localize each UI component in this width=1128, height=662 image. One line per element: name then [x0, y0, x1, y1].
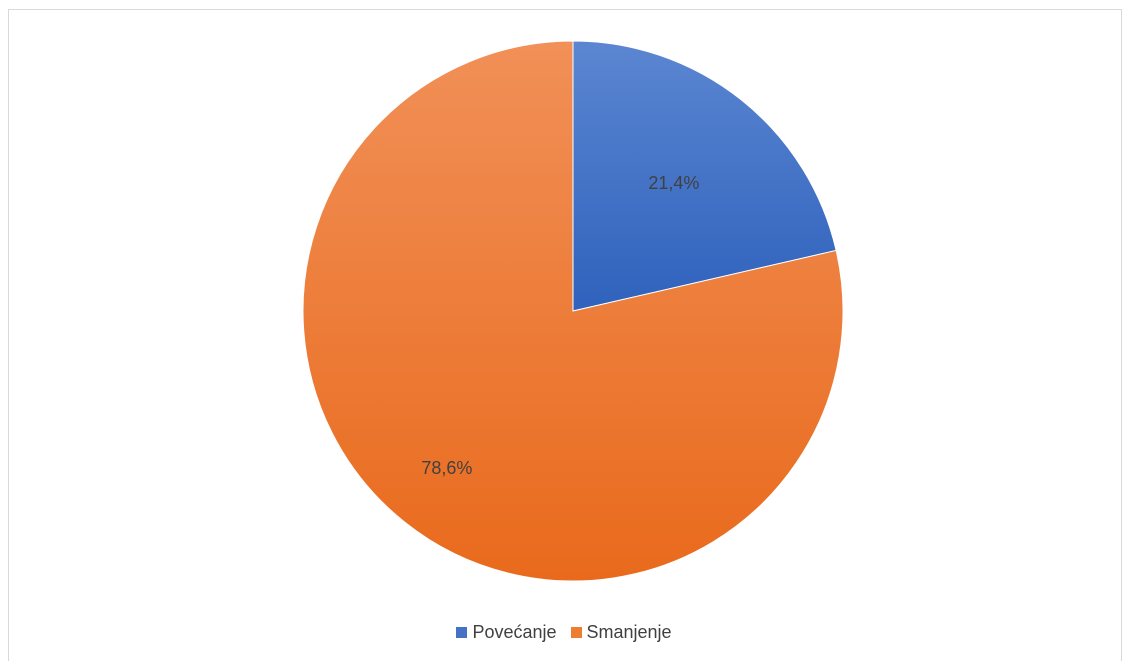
pie-slice-pove-anje: [572, 40, 837, 312]
legend-label-povecanje: Povećanje: [472, 622, 557, 642]
legend-swatch-povecanje: [456, 627, 468, 638]
pie-slice-smanjenje: [302, 40, 844, 582]
legend-label-smanjenje: Smanjenje: [586, 622, 672, 642]
legend: Povećanje Smanjenje: [0, 622, 1128, 643]
data-label-pove-anje: 21,4%: [648, 173, 699, 193]
legend-swatch-smanjenje: [570, 627, 582, 638]
legend-item-povecanje: Povećanje: [456, 622, 557, 643]
legend-item-smanjenje: Smanjenje: [570, 622, 672, 643]
data-label-smanjenje: 78,6%: [421, 458, 472, 478]
